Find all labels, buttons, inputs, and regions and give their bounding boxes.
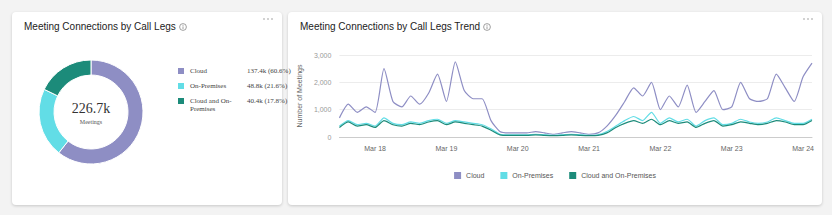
- html-text:On-Premises: On-Premises: [190, 82, 227, 90]
- svg-text:Cloud and On-Premises: Cloud and On-Premises: [581, 172, 656, 179]
- html-text:Cloud: Cloud: [190, 67, 208, 75]
- html-text:Meeting Connections by Call Le: Meeting Connections by Call Legs Trend: [300, 21, 481, 32]
- svg-text:226.7k: 226.7k: [72, 101, 111, 116]
- svg-text:Meetings: Meetings: [80, 119, 103, 125]
- svg-text:Cloud: Cloud: [466, 172, 484, 179]
- svg-text:3,000: 3,000: [314, 52, 332, 59]
- svg-text:1,000: 1,000: [314, 106, 332, 113]
- svg-text:Number of Meetings: Number of Meetings: [296, 64, 304, 128]
- svg-text:Mar 18: Mar 18: [364, 145, 386, 152]
- svg-text:Mar 23: Mar 23: [721, 145, 743, 152]
- svg-text:Mar 21: Mar 21: [578, 145, 600, 152]
- svg-text:Mar 20: Mar 20: [507, 145, 529, 152]
- html-text:137.4k (60.6%): 137.4k (60.6%): [247, 67, 291, 75]
- svg-text:2,000: 2,000: [314, 79, 332, 86]
- svg-text:Mar 19: Mar 19: [436, 145, 458, 152]
- svg-text:Mar 22: Mar 22: [650, 145, 672, 152]
- html-text:Meeting Connections by Call Le: Meeting Connections by Call Legs: [24, 21, 176, 32]
- svg-text:0: 0: [328, 134, 332, 141]
- html-text:40.4k (17.8%): 40.4k (17.8%): [247, 97, 288, 105]
- svg-text:Mar 24: Mar 24: [792, 145, 814, 152]
- svg-text:On-Premises: On-Premises: [512, 172, 553, 179]
- html-text:48.8k (21.6%): 48.8k (21.6%): [247, 82, 288, 90]
- html-text:Cloud and On-Premises: Cloud and On-Premises: [190, 97, 232, 113]
